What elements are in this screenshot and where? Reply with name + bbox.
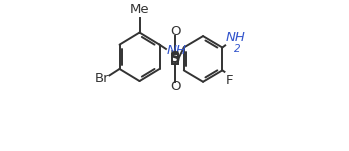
Text: O: O	[170, 80, 180, 93]
Text: F: F	[226, 74, 233, 87]
Text: 2: 2	[234, 44, 241, 54]
Text: Me: Me	[130, 3, 149, 16]
Text: Br: Br	[94, 72, 109, 85]
Text: S: S	[170, 51, 180, 66]
Text: O: O	[170, 25, 180, 38]
Text: NH: NH	[166, 44, 186, 57]
Bar	[172, 54, 178, 64]
Text: NH: NH	[226, 31, 246, 44]
